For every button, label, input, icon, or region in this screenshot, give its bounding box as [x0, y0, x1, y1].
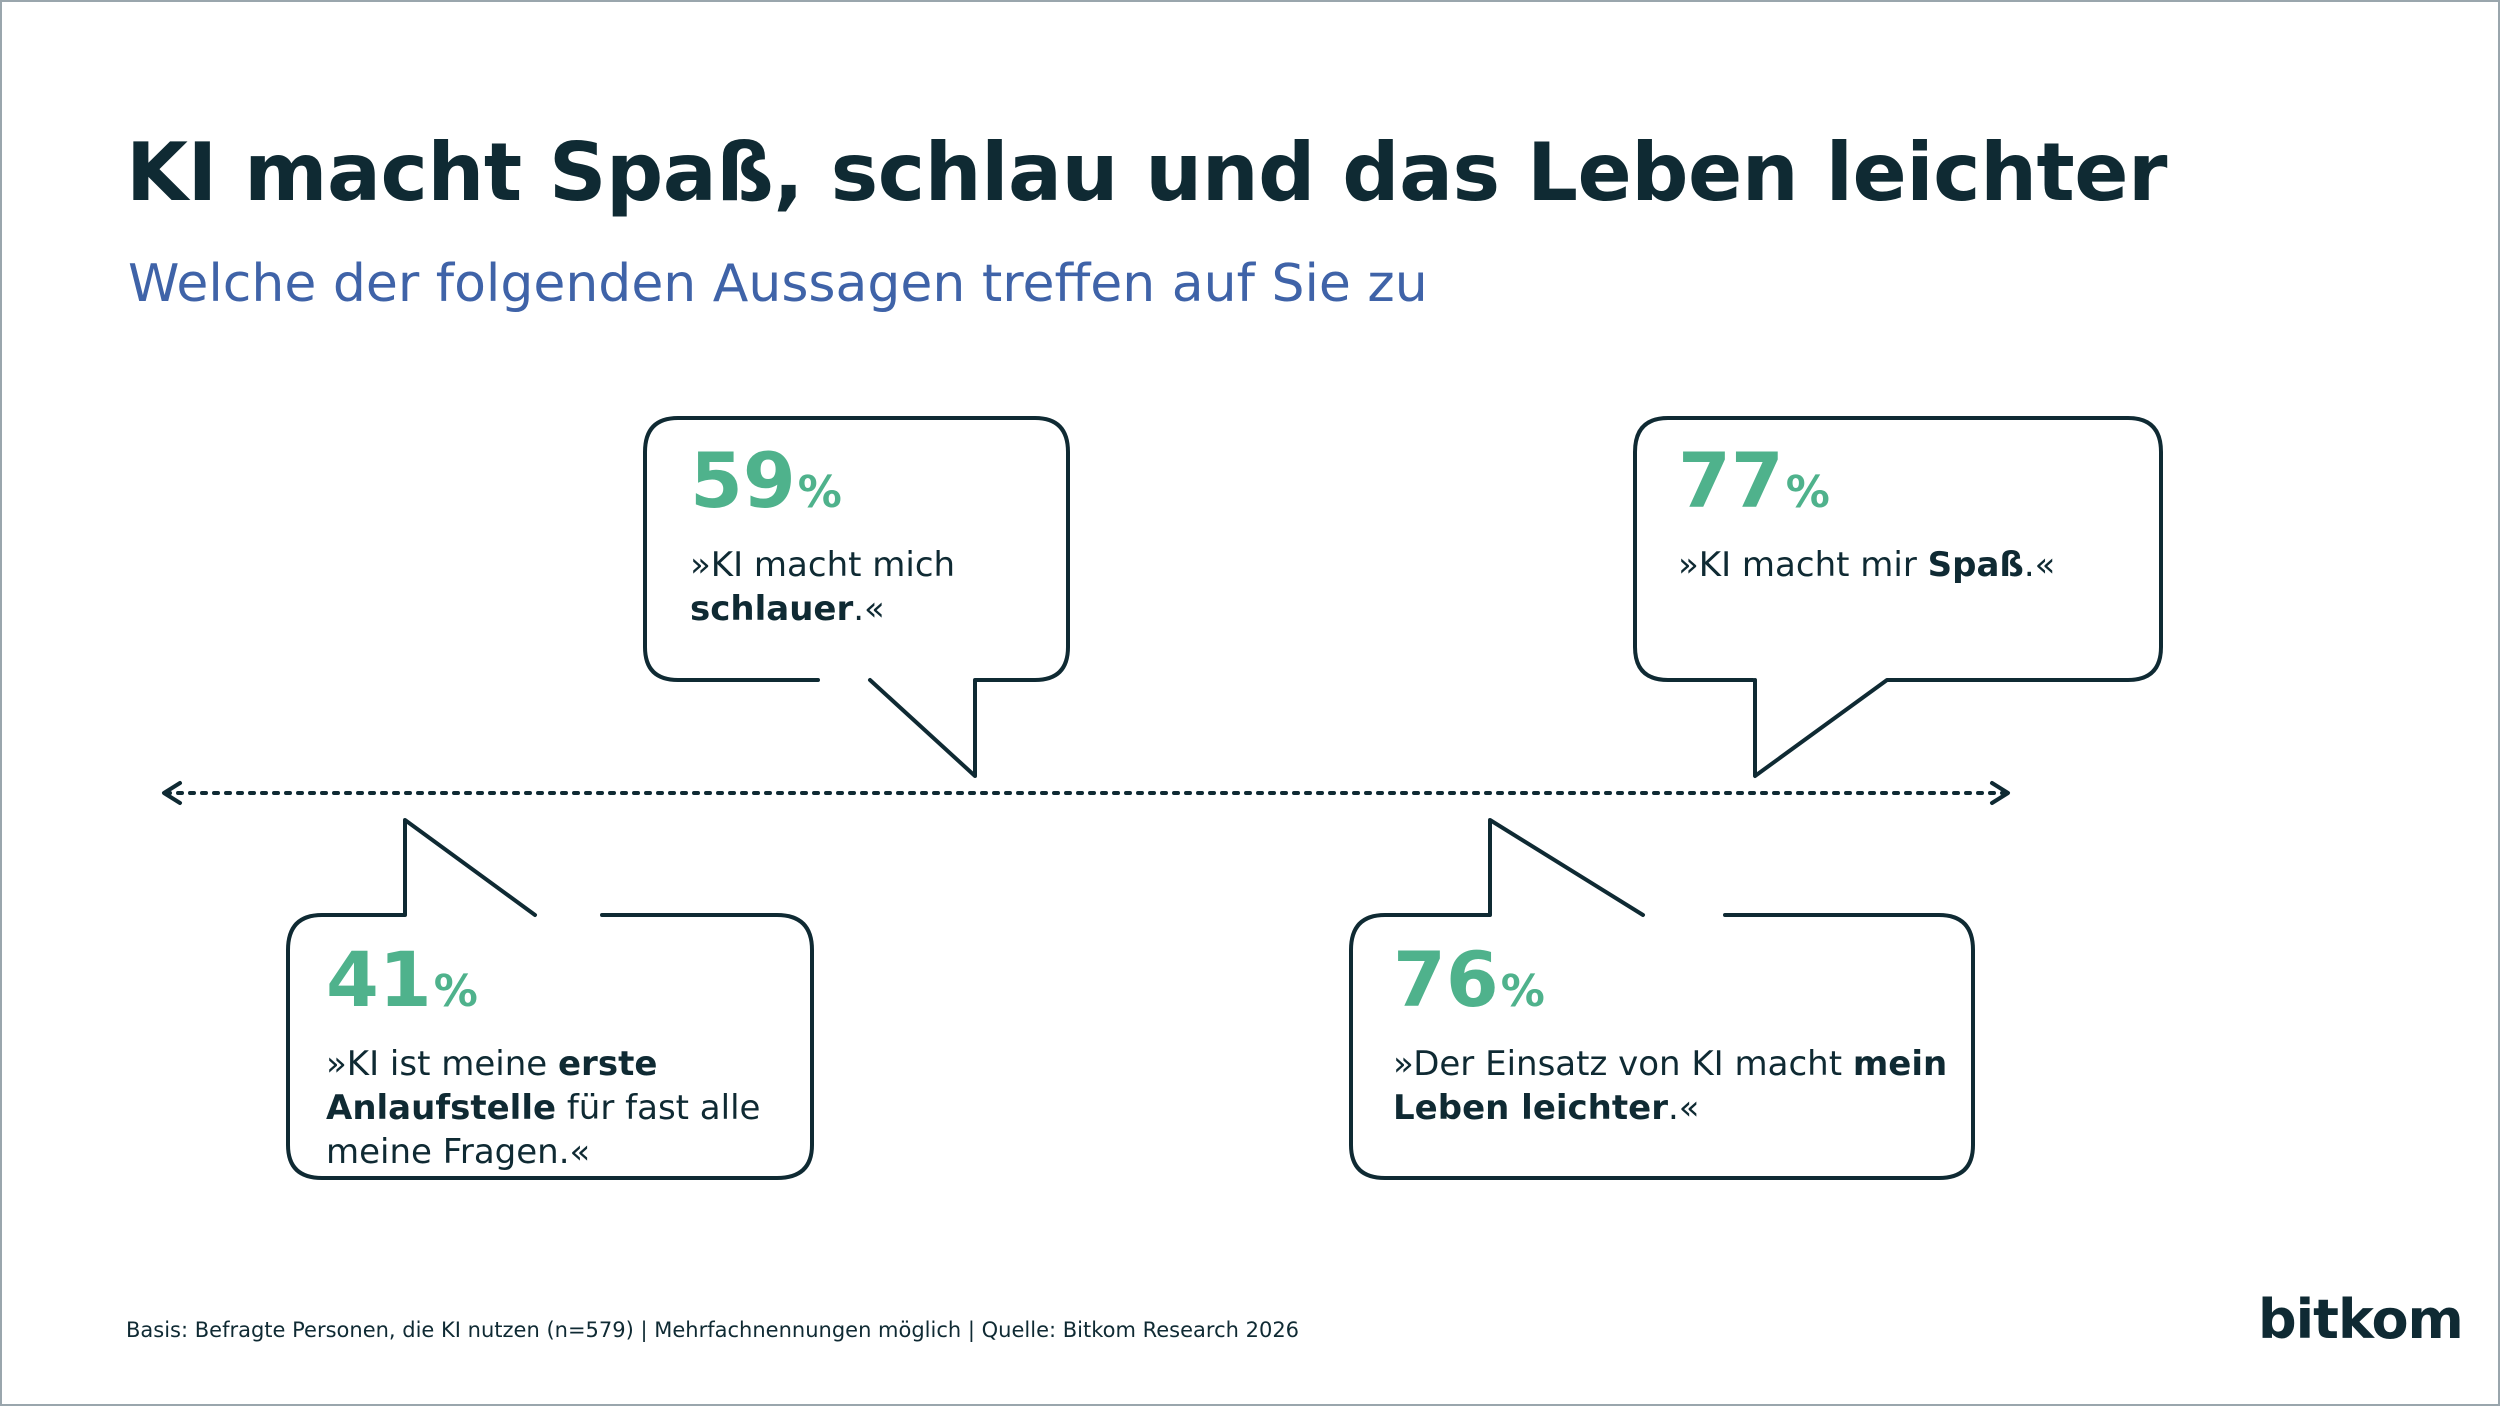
quote-line: schlauer.« [690, 587, 955, 631]
page-subtitle: Welche der folgenden Aussagen treffen au… [128, 254, 1428, 314]
source-footnote: Basis: Befragte Personen, die KI nutzen … [126, 1318, 1300, 1342]
percentage-value-76: 76% [1393, 935, 1545, 1024]
quote-line: Anlaufstelle für fast alle [326, 1086, 760, 1130]
quote-text: »KI macht mich [690, 545, 956, 585]
quote-line: »KI macht mich [690, 543, 955, 587]
quote-emphasis: schlauer [690, 589, 854, 629]
quote-text: »KI ist meine [326, 1044, 558, 1084]
quote-59: »KI macht mich schlauer.« [690, 543, 955, 631]
quote-77: »KI macht mir Spaß.« [1678, 543, 2055, 587]
bubble-77-content: 77% »KI macht mir Spaß.« [1678, 443, 2055, 587]
page-title: KI macht Spaß, schlau und das Leben leic… [126, 126, 2168, 219]
percentage-value-77: 77% [1678, 436, 1830, 525]
quote-text: .« [853, 589, 885, 629]
quote-emphasis: mein [1852, 1044, 1948, 1084]
quote-41: »KI ist meine erste Anlaufstelle für fast… [326, 1042, 760, 1174]
arrow-right-icon [1990, 781, 2010, 805]
bubble-41-content: 41% »KI ist meine erste Anlaufstelle für … [326, 942, 760, 1174]
speech-bubble-77 [1633, 416, 2163, 778]
speech-bubble-59 [643, 416, 1070, 778]
quote-line: »KI macht mir Spaß.« [1678, 543, 2055, 587]
quote-text: .« [2023, 545, 2056, 585]
bubble-59-content: 59% »KI macht mich schlauer.« [690, 443, 955, 631]
bubble-76-content: 76% »Der Einsatz von KI macht mein Leben … [1393, 942, 1947, 1130]
quote-text: für fast alle [556, 1088, 761, 1128]
quote-emphasis: Anlaufstelle [326, 1088, 557, 1128]
quote-emphasis: Spaß [1927, 545, 2024, 585]
quote-line: Leben leichter.« [1393, 1086, 1947, 1130]
quote-line: »Der Einsatz von KI macht mein [1393, 1042, 1947, 1086]
arrow-left-icon [162, 781, 182, 805]
bitkom-logo: bitkom [2258, 1288, 2464, 1351]
quote-line: »KI ist meine erste [326, 1042, 760, 1086]
quote-emphasis: erste [558, 1044, 658, 1084]
quote-text: .« [1667, 1088, 1700, 1128]
quote-emphasis: Leben leichter [1393, 1088, 1668, 1128]
speech-bubble-41 [286, 818, 814, 1180]
speech-bubble-76 [1349, 818, 1975, 1180]
quote-text: »KI macht mir [1678, 545, 1928, 585]
quote-text: meine Fragen.« [326, 1132, 591, 1172]
quote-text: »Der Einsatz von KI macht [1393, 1044, 1853, 1084]
percentage-value-59: 59% [690, 436, 842, 525]
quote-76: »Der Einsatz von KI macht mein Leben leic… [1393, 1042, 1947, 1130]
percentage-value-41: 41% [326, 935, 478, 1024]
quote-line: meine Fragen.« [326, 1130, 760, 1174]
